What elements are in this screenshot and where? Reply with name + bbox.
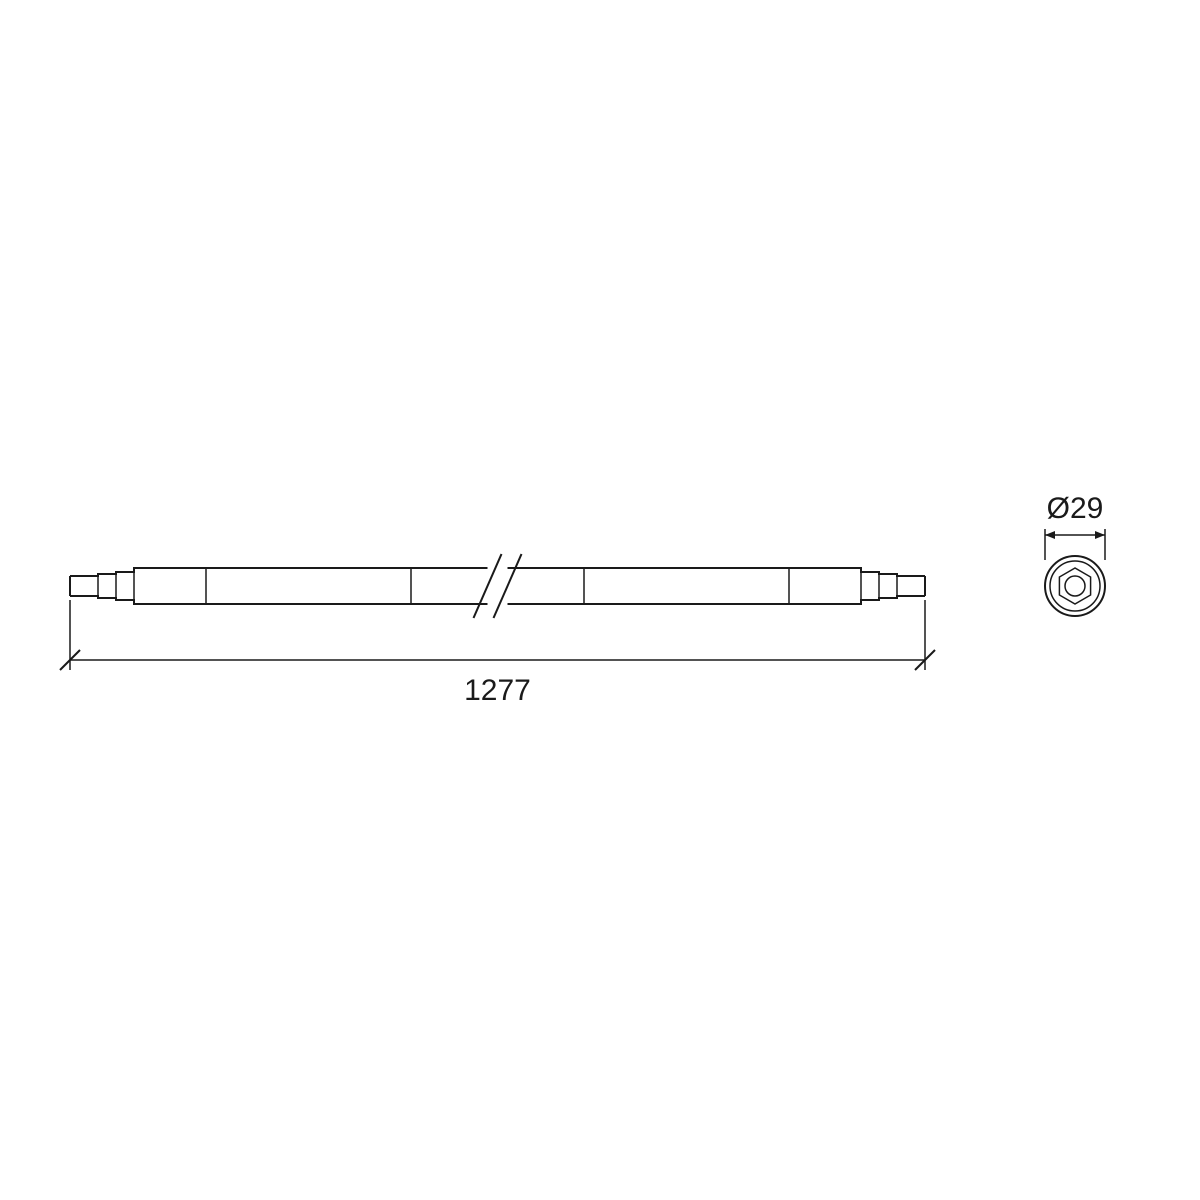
arrowhead-left-icon (1045, 531, 1055, 539)
technical-drawing: 1277 Ø29 (0, 0, 1200, 1200)
diameter-dimension-label: Ø29 (1047, 492, 1104, 525)
end-outer-circle (1045, 556, 1105, 616)
end-view: Ø29 (1045, 492, 1105, 616)
side-view: 1277 (60, 554, 935, 707)
arrowhead-right-icon (1095, 531, 1105, 539)
length-dimension-label: 1277 (464, 674, 531, 707)
end-inner-circle (1065, 576, 1085, 596)
end-hexagon (1059, 568, 1090, 604)
